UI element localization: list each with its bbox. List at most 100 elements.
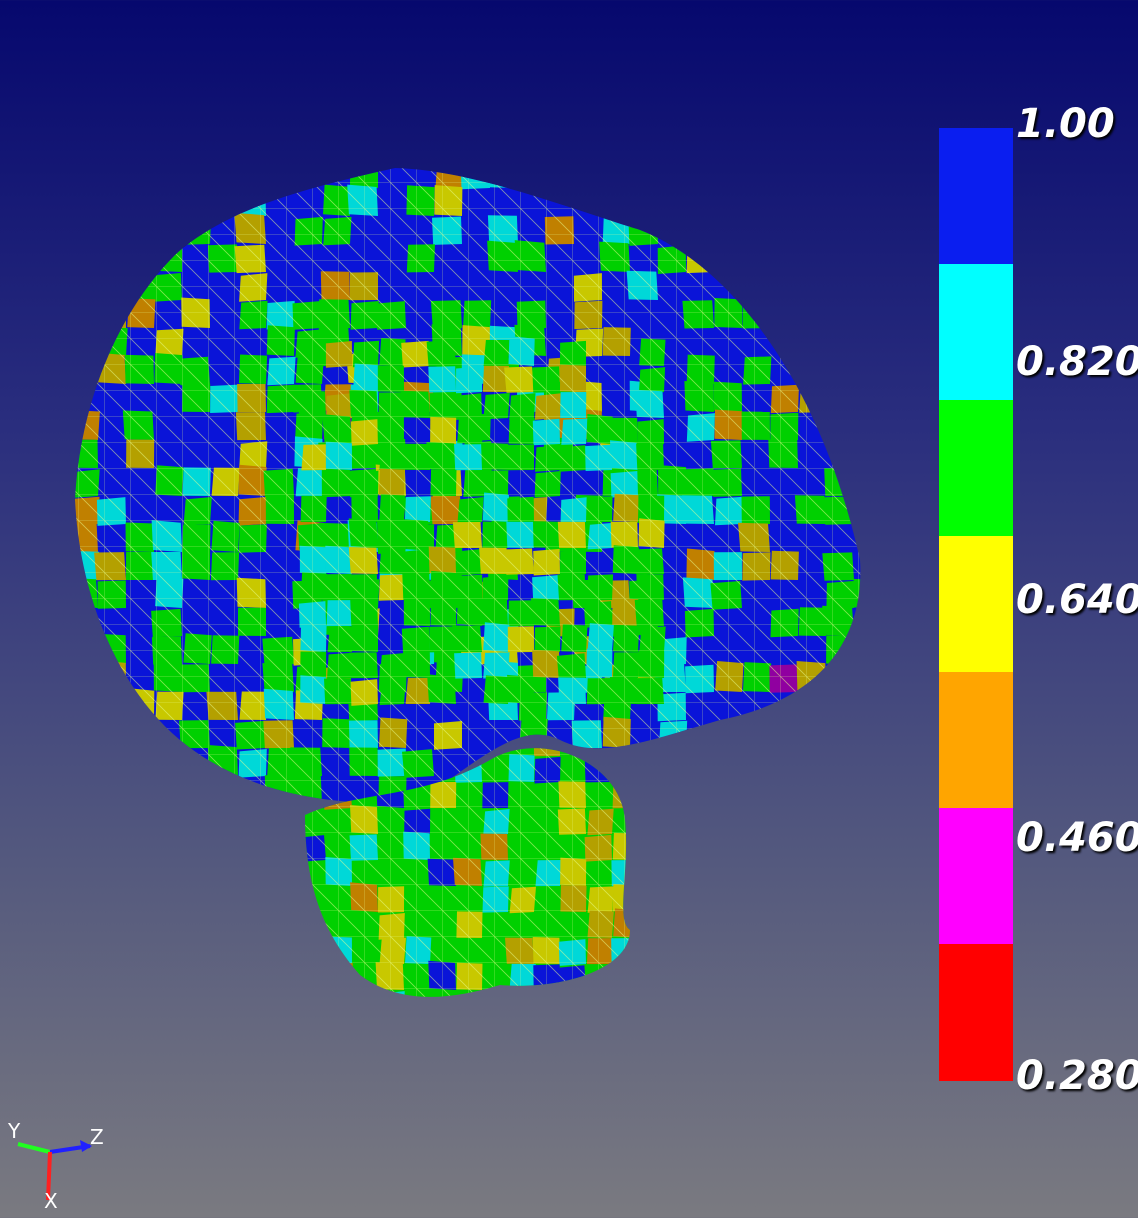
mesh-cell (855, 608, 861, 637)
mesh-cell (546, 168, 575, 190)
mesh-cell (826, 664, 854, 693)
mesh-cell (127, 749, 156, 778)
colorbar-label-max: 1.00 (1016, 101, 1115, 147)
mesh-cell (184, 804, 212, 833)
mesh-cell (822, 242, 854, 272)
mesh-cell (682, 748, 714, 777)
mesh-cell (854, 776, 861, 803)
mesh-cell (126, 720, 155, 750)
mesh-cell (822, 328, 854, 357)
mesh-cell (98, 244, 126, 273)
mesh-cell (798, 748, 827, 777)
mesh-cell (710, 772, 742, 803)
mesh-cell (854, 356, 861, 386)
mesh-cell (854, 300, 861, 329)
y-axis-line (17, 1142, 51, 1154)
mesh-cell (795, 244, 826, 273)
mesh-cell (75, 213, 100, 244)
mesh-cell (654, 188, 686, 217)
mesh-cell (798, 691, 827, 720)
mesh-cell (798, 356, 828, 386)
mesh-cell (827, 168, 856, 188)
mesh-cell (854, 467, 861, 496)
mesh-cell (799, 296, 828, 328)
mesh-cell (98, 720, 127, 750)
mesh-cell (601, 748, 630, 777)
mesh-cell (851, 215, 861, 244)
mesh-cell (686, 187, 715, 216)
mesh-cell (126, 188, 154, 217)
mesh-cell (627, 748, 658, 778)
mesh-cell (210, 802, 239, 803)
colorbar-label-3: 0.640 (1016, 577, 1138, 623)
mesh-cell (75, 355, 99, 384)
mesh-cell (97, 300, 126, 330)
mesh-cell (75, 168, 100, 188)
mesh-cell (126, 214, 155, 244)
y-axis-label: Y (7, 1119, 21, 1143)
mesh-head-wireframe (75, 168, 861, 803)
mesh-cell (209, 774, 238, 803)
mesh-cell (743, 185, 772, 216)
mesh-cell (94, 773, 126, 803)
mesh-cell (798, 216, 827, 246)
mesh-cell (75, 662, 99, 692)
mesh-cell (853, 805, 882, 834)
colorbar-segment (939, 128, 1013, 265)
colorbar-label-2: 0.820 (1016, 339, 1138, 385)
mesh-cell (855, 496, 861, 526)
mesh-cell (771, 244, 800, 272)
mesh-cell (487, 168, 518, 188)
mesh-cell (855, 661, 861, 692)
mesh-cell (98, 692, 127, 721)
mesh-cell (823, 801, 854, 803)
mesh-cell (266, 168, 295, 188)
mesh-cell (630, 801, 659, 803)
mesh-cell (768, 168, 798, 188)
mesh-cell (739, 168, 770, 188)
mesh-cell (712, 749, 742, 778)
x-axis-label: X (44, 1189, 58, 1213)
mesh-cell (601, 168, 630, 188)
z-axis-arrow (80, 1140, 92, 1152)
mesh-cell (75, 773, 100, 803)
mesh-cell (155, 749, 184, 778)
mesh-cell (770, 213, 799, 244)
mesh-cell (151, 216, 182, 245)
z-axis-label: Z (90, 1125, 104, 1149)
mesh-cell (154, 168, 183, 189)
mesh-cell (771, 184, 800, 216)
colorbar-segment (939, 944, 1013, 1081)
mesh-cell (824, 720, 854, 750)
mesh-cell (852, 410, 861, 440)
mesh-cell (795, 272, 826, 302)
mesh-cell (183, 775, 212, 803)
mesh-cell (715, 804, 743, 832)
mesh-cell (126, 240, 155, 272)
x-axis-line (46, 1151, 52, 1201)
mesh-cell (826, 384, 855, 413)
mesh-cell (75, 244, 99, 273)
orientation-axes: Y Z X (7, 1119, 104, 1213)
colorbar-segment (939, 400, 1013, 537)
mesh-cell (182, 186, 211, 216)
mesh-cell (95, 805, 126, 834)
mesh-cell (378, 991, 405, 997)
mesh-cell (97, 270, 126, 300)
mesh-cell (713, 240, 742, 272)
mesh-cell (480, 991, 508, 997)
mesh-cell (852, 720, 861, 749)
mesh-cell (794, 189, 826, 218)
mesh-cell (636, 807, 665, 834)
mesh-cell (516, 168, 546, 190)
colorbar-label-min: 0.280 (1016, 1053, 1138, 1099)
mesh-cell (656, 168, 686, 188)
mesh-cell (209, 168, 238, 189)
mesh-cell (827, 272, 856, 302)
mesh-cell (635, 835, 665, 862)
mesh-cell (639, 938, 665, 964)
mesh-cell (852, 748, 861, 777)
mesh-cell (636, 753, 664, 782)
mesh-cell (626, 186, 658, 216)
